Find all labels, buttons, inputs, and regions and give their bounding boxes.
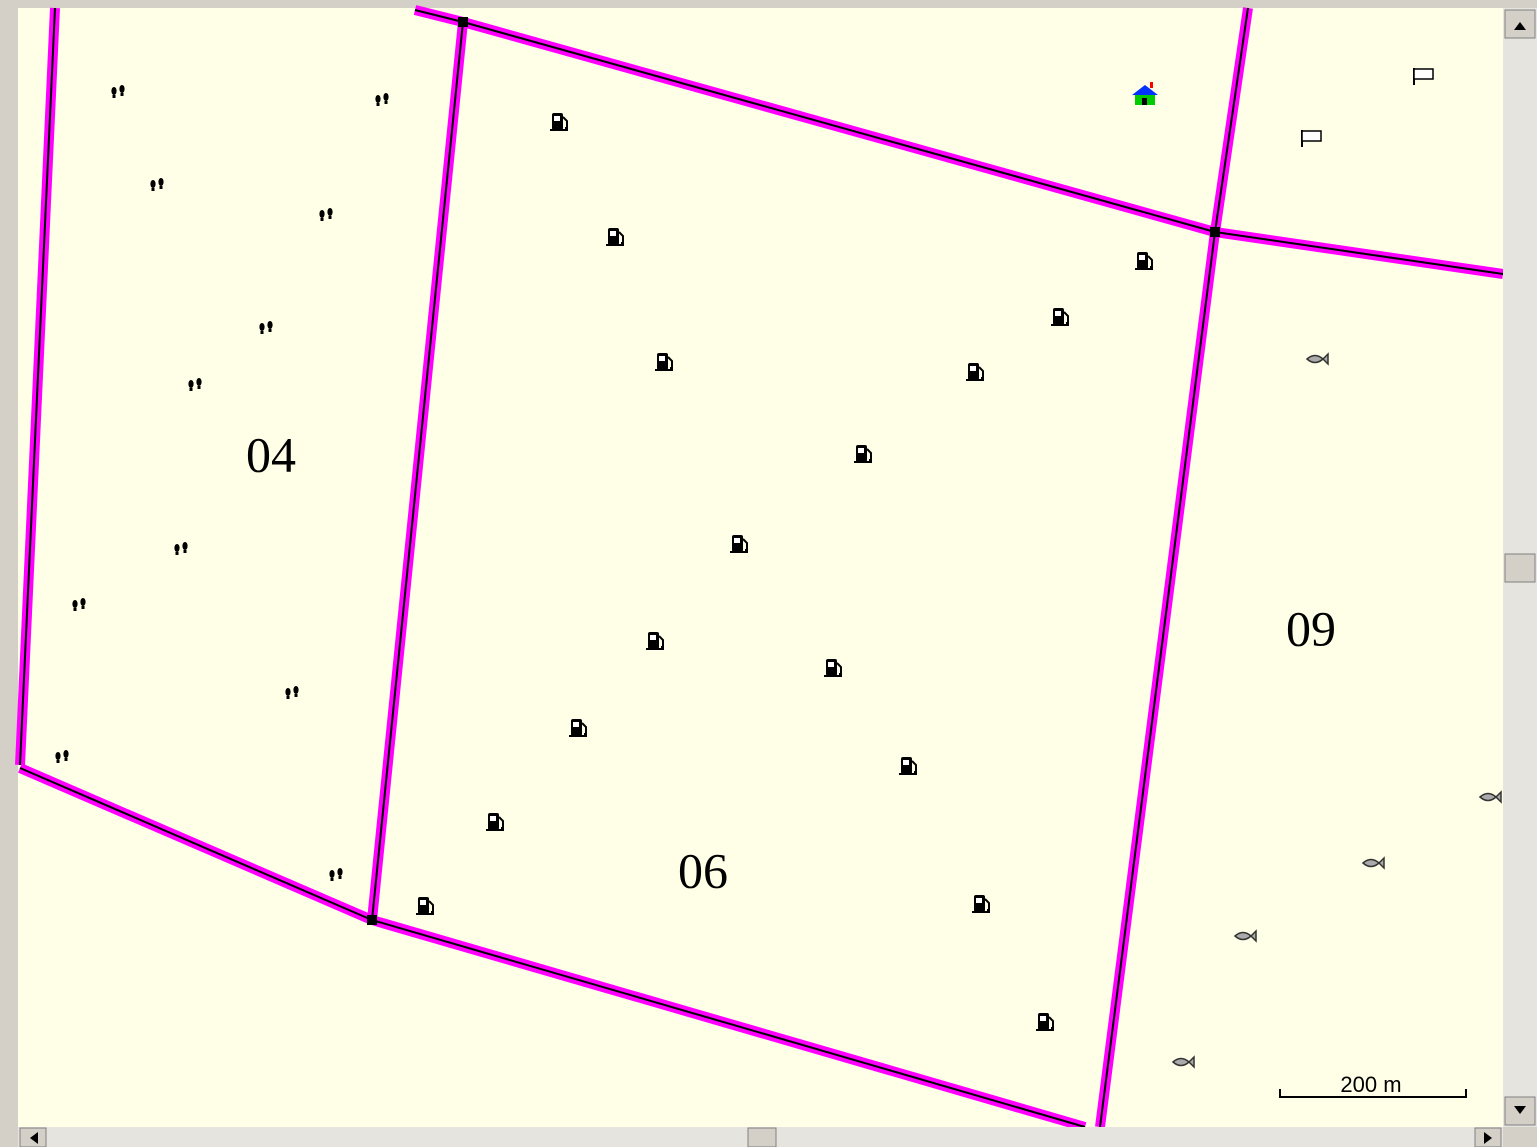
house-icon[interactable] [1132, 82, 1158, 105]
roads [15, 5, 1504, 1132]
poi-icons [55, 67, 1502, 1068]
vertical-scrollbar[interactable] [1503, 8, 1537, 1127]
scale-bar: 200 m [1279, 1072, 1467, 1098]
area-label: 06 [678, 842, 728, 898]
area-label: 04 [246, 426, 296, 482]
map-canvas[interactable] [18, 8, 1503, 1127]
scale-label: 200 m [1340, 1072, 1401, 1097]
area-label: 09 [1286, 600, 1336, 656]
horizontal-scrollbar[interactable] [18, 1127, 1503, 1147]
